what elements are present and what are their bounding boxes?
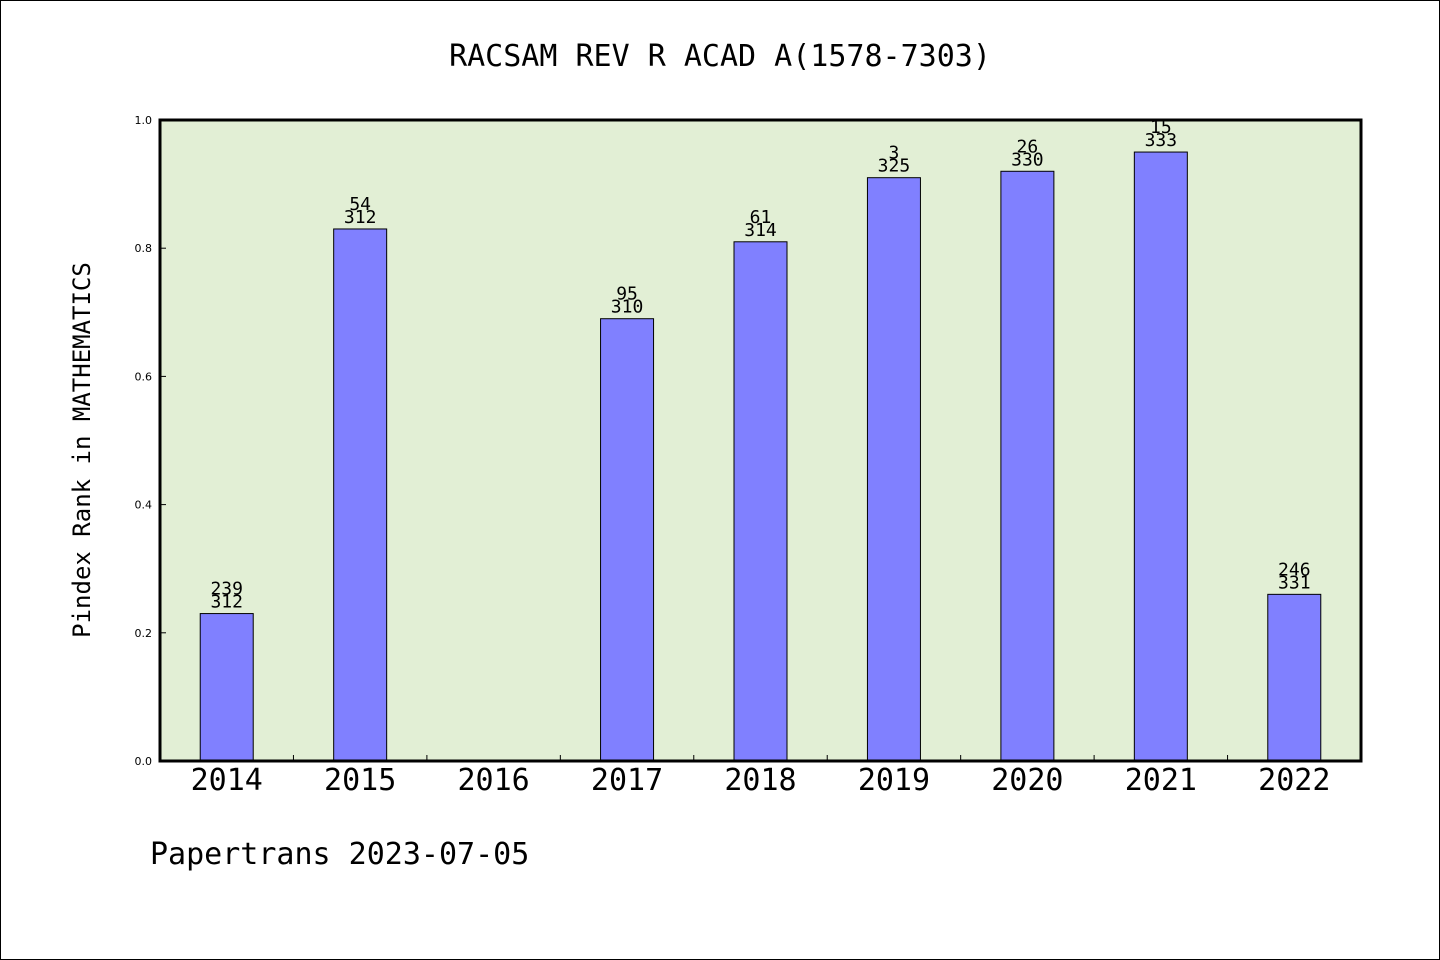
x-tick-label: 2014 (191, 763, 263, 798)
bar-rank-label: 95 (616, 284, 638, 305)
y-tick-label: 0.8 (135, 242, 153, 255)
bar (600, 318, 655, 762)
chart-title: RACSAM REV R ACAD A(1578-7303) (449, 39, 991, 74)
plot-border (158, 118, 1363, 763)
footer-text: Papertrans 2023-07-05 (150, 837, 529, 872)
bar-total-label: 331 (1278, 572, 1311, 593)
x-tick-label: 2015 (324, 763, 396, 798)
bar-total-label: 312 (344, 207, 377, 228)
y-tick-label: 0.0 (135, 755, 153, 768)
bar-total-label: 314 (744, 220, 777, 241)
bar-total-label: 325 (878, 156, 911, 177)
bar (1133, 151, 1188, 762)
y-tick-label: 0.6 (135, 370, 153, 383)
bar-rank-label: 61 (750, 207, 772, 228)
bar (1000, 170, 1055, 762)
bars (199, 151, 1322, 762)
x-tick-label: 2018 (724, 763, 796, 798)
bar-total-label: 330 (1011, 149, 1044, 170)
x-tick-label: 2022 (1258, 763, 1330, 798)
x-tick-label: 2021 (1125, 763, 1197, 798)
bar (733, 241, 788, 762)
y-axis-label: Pindex Rank in MATHEMATICS (68, 262, 96, 638)
y-tick-label: 0.4 (135, 499, 153, 512)
bar-rank-label: 3 (889, 143, 900, 164)
x-tick-label: 2020 (991, 763, 1063, 798)
bar-rank-label: 15 (1150, 117, 1172, 138)
y-axis: 0.0 0.2 0.4 0.6 0.8 1.0 (135, 114, 166, 768)
bar (199, 613, 254, 762)
x-tick-label: 2016 (457, 763, 529, 798)
bar-rank-label: 26 (1017, 136, 1039, 157)
bar-total-label: 310 (611, 297, 644, 318)
bar-rank-label: 246 (1278, 559, 1311, 580)
bar-total-label: 333 (1145, 130, 1178, 151)
x-tick-label: 2019 (858, 763, 930, 798)
bar-rank-label: 239 (210, 579, 243, 600)
bar (1267, 593, 1322, 762)
x-axis: 2014 2015 2016 2017 2018 2019 2020 2021 2022 (191, 755, 1330, 798)
bar-rank-label: 54 (349, 194, 371, 215)
y-tick-label: 0.2 (135, 627, 153, 640)
y-tick-label: 1.0 (135, 114, 153, 127)
bar (333, 228, 388, 762)
bar-total-label: 312 (210, 592, 243, 613)
bar (866, 177, 921, 762)
x-tick-label: 2017 (591, 763, 663, 798)
